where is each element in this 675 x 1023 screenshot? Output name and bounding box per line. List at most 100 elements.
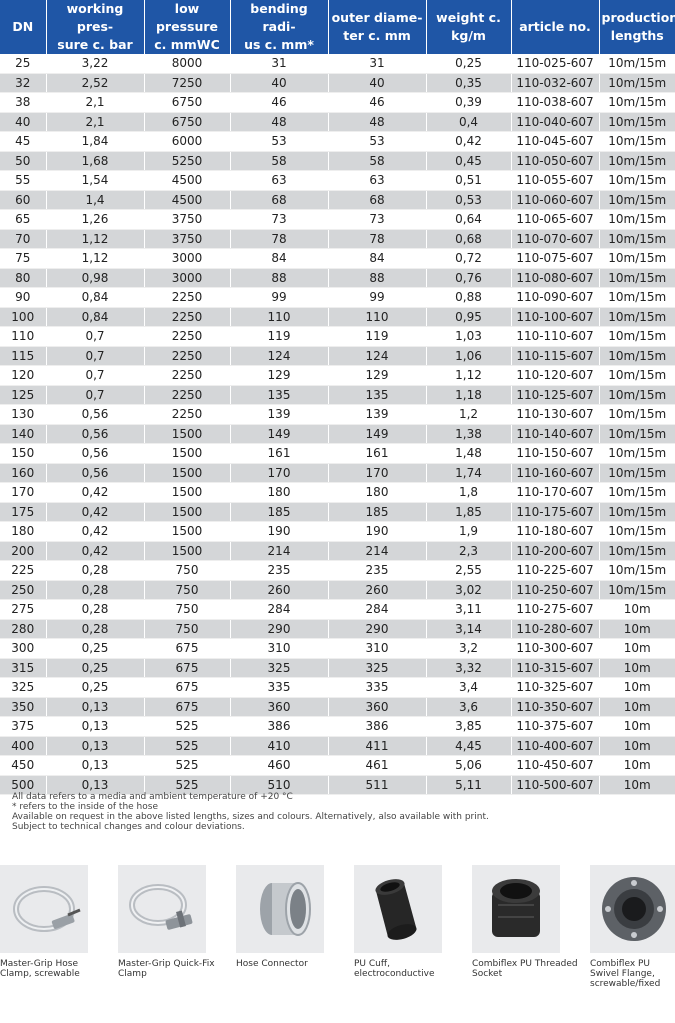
cell-bending-radius: 284 bbox=[230, 599, 329, 620]
accessory-item: PU Cuff, electroconductive bbox=[354, 865, 464, 979]
cell-bending-radius: 88 bbox=[230, 268, 329, 288]
cell-outer-diameter: 411 bbox=[328, 736, 427, 756]
cell-article-no: 110-125-607 bbox=[511, 385, 600, 405]
cell-working-pressure: 0,56 bbox=[46, 463, 145, 483]
cell-weight: 0,42 bbox=[426, 131, 512, 152]
table-row: 300 0,25 675 310 310 3,2 110-300-607 10m bbox=[0, 638, 675, 659]
cell-outer-diameter: 360 bbox=[328, 697, 427, 717]
cell-production-length: 10m/15m bbox=[599, 521, 675, 542]
cell-article-no: 110-175-607 bbox=[511, 502, 600, 522]
cell-production-length: 10m/15m bbox=[599, 385, 675, 405]
cell-dn: 50 bbox=[0, 151, 47, 171]
cell-production-length: 10m/15m bbox=[599, 424, 675, 444]
cell-article-no: 110-130-607 bbox=[511, 404, 600, 425]
cell-low-pressure: 1500 bbox=[144, 463, 231, 483]
cell-bending-radius: 180 bbox=[230, 482, 329, 503]
cell-dn: 32 bbox=[0, 73, 47, 93]
table-row: 75 1,12 3000 84 84 0,72 110-075-607 10m/15m bbox=[0, 248, 675, 269]
table-row: 175 0,42 1500 185 185 1,85 110-175-607 10m/15m bbox=[0, 502, 675, 522]
cell-low-pressure: 525 bbox=[144, 736, 231, 756]
table-row: 160 0,56 1500 170 170 1,74 110-160-607 10m/15m bbox=[0, 463, 675, 483]
table-row: 80 0,98 3000 88 88 0,76 110-080-607 10m/15m bbox=[0, 268, 675, 288]
cell-dn: 225 bbox=[0, 560, 47, 581]
header-low-pressure: low pressure c. mmWC bbox=[144, 0, 231, 54]
cell-production-length: 10m/15m bbox=[599, 209, 675, 230]
table-row: 115 0,7 2250 124 124 1,06 110-115-607 10m/15m bbox=[0, 346, 675, 366]
cell-bending-radius: 119 bbox=[230, 326, 329, 347]
cell-low-pressure: 525 bbox=[144, 755, 231, 776]
cell-dn: 65 bbox=[0, 209, 47, 230]
cell-bending-radius: 139 bbox=[230, 404, 329, 425]
cell-bending-radius: 124 bbox=[230, 346, 329, 366]
cell-weight: 0,68 bbox=[426, 229, 512, 249]
hose-connector-icon bbox=[236, 865, 324, 953]
cell-weight: 0,39 bbox=[426, 92, 512, 113]
cell-weight: 0,4 bbox=[426, 112, 512, 132]
cell-article-no: 110-375-607 bbox=[511, 716, 600, 737]
cell-working-pressure: 1,54 bbox=[46, 170, 145, 191]
cell-outer-diameter: 290 bbox=[328, 619, 427, 639]
cell-article-no: 110-090-607 bbox=[511, 287, 600, 308]
cell-low-pressure: 2250 bbox=[144, 346, 231, 366]
cell-dn: 130 bbox=[0, 404, 47, 425]
cell-bending-radius: 58 bbox=[230, 151, 329, 171]
cell-low-pressure: 4500 bbox=[144, 170, 231, 191]
cell-outer-diameter: 139 bbox=[328, 404, 427, 425]
cell-low-pressure: 675 bbox=[144, 638, 231, 659]
header-production-lengths: production lengths bbox=[599, 0, 675, 54]
cell-low-pressure: 750 bbox=[144, 619, 231, 639]
cell-weight: 0,53 bbox=[426, 190, 512, 210]
cell-article-no: 110-050-607 bbox=[511, 151, 600, 171]
cell-production-length: 10m bbox=[599, 638, 675, 659]
table-row: 140 0,56 1500 149 149 1,38 110-140-607 10m/15m bbox=[0, 424, 675, 444]
header-weight: weight c. kg/m bbox=[426, 0, 512, 54]
cell-outer-diameter: 119 bbox=[328, 326, 427, 347]
cell-dn: 120 bbox=[0, 365, 47, 386]
cell-production-length: 10m/15m bbox=[599, 541, 675, 561]
cell-production-length: 10m bbox=[599, 677, 675, 698]
table-row: 400 0,13 525 410 411 4,45 110-400-607 10m bbox=[0, 736, 675, 756]
cell-weight: 3,2 bbox=[426, 638, 512, 659]
cell-weight: 3,85 bbox=[426, 716, 512, 737]
accessory-caption: Combiflex PU Swivel Flange, screwable/fi… bbox=[590, 959, 661, 989]
cell-weight: 5,06 bbox=[426, 755, 512, 776]
cell-production-length: 10m/15m bbox=[599, 170, 675, 191]
cell-bending-radius: 135 bbox=[230, 385, 329, 405]
cell-production-length: 10m/15m bbox=[599, 151, 675, 171]
cell-low-pressure: 2250 bbox=[144, 326, 231, 347]
cell-bending-radius: 84 bbox=[230, 248, 329, 269]
cell-weight: 0,76 bbox=[426, 268, 512, 288]
accessory-caption: Combiflex PU Threaded Socket bbox=[472, 959, 578, 979]
cell-low-pressure: 750 bbox=[144, 560, 231, 581]
table-row: 38 2,1 6750 46 46 0,39 110-038-607 10m/15m bbox=[0, 92, 675, 113]
cell-bending-radius: 510 bbox=[230, 775, 329, 795]
cell-working-pressure: 0,56 bbox=[46, 424, 145, 444]
table-row: 25 3,22 8000 31 31 0,25 110-025-607 10m/15m bbox=[0, 54, 675, 74]
accessory-item: Hose Connector bbox=[236, 865, 346, 969]
cell-dn: 125 bbox=[0, 385, 47, 405]
cell-article-no: 110-200-607 bbox=[511, 541, 600, 561]
cell-low-pressure: 750 bbox=[144, 599, 231, 620]
cell-weight: 3,6 bbox=[426, 697, 512, 717]
footnote: Subject to technical changes and colour … bbox=[12, 822, 245, 832]
table-header-row: DN working pres-sure c. bar low pressure… bbox=[0, 0, 675, 54]
cell-weight: 0,45 bbox=[426, 151, 512, 171]
cell-working-pressure: 3,22 bbox=[46, 54, 145, 74]
cell-dn: 500 bbox=[0, 775, 47, 795]
table-row: 32 2,52 7250 40 40 0,35 110-032-607 10m/15m bbox=[0, 73, 675, 93]
cell-low-pressure: 675 bbox=[144, 658, 231, 678]
cell-bending-radius: 68 bbox=[230, 190, 329, 210]
cell-article-no: 110-170-607 bbox=[511, 482, 600, 503]
table-row: 350 0,13 675 360 360 3,6 110-350-607 10m bbox=[0, 697, 675, 717]
cell-working-pressure: 0,13 bbox=[46, 716, 145, 737]
cell-outer-diameter: 40 bbox=[328, 73, 427, 93]
cell-dn: 160 bbox=[0, 463, 47, 483]
cell-outer-diameter: 511 bbox=[328, 775, 427, 795]
cell-article-no: 110-065-607 bbox=[511, 209, 600, 230]
table-row: 60 1,4 4500 68 68 0,53 110-060-607 10m/15m bbox=[0, 190, 675, 210]
cell-production-length: 10m bbox=[599, 755, 675, 776]
cell-weight: 3,4 bbox=[426, 677, 512, 698]
table-row: 225 0,28 750 235 235 2,55 110-225-607 10m/15m bbox=[0, 560, 675, 581]
cell-production-length: 10m/15m bbox=[599, 482, 675, 503]
cell-production-length: 10m/15m bbox=[599, 365, 675, 386]
